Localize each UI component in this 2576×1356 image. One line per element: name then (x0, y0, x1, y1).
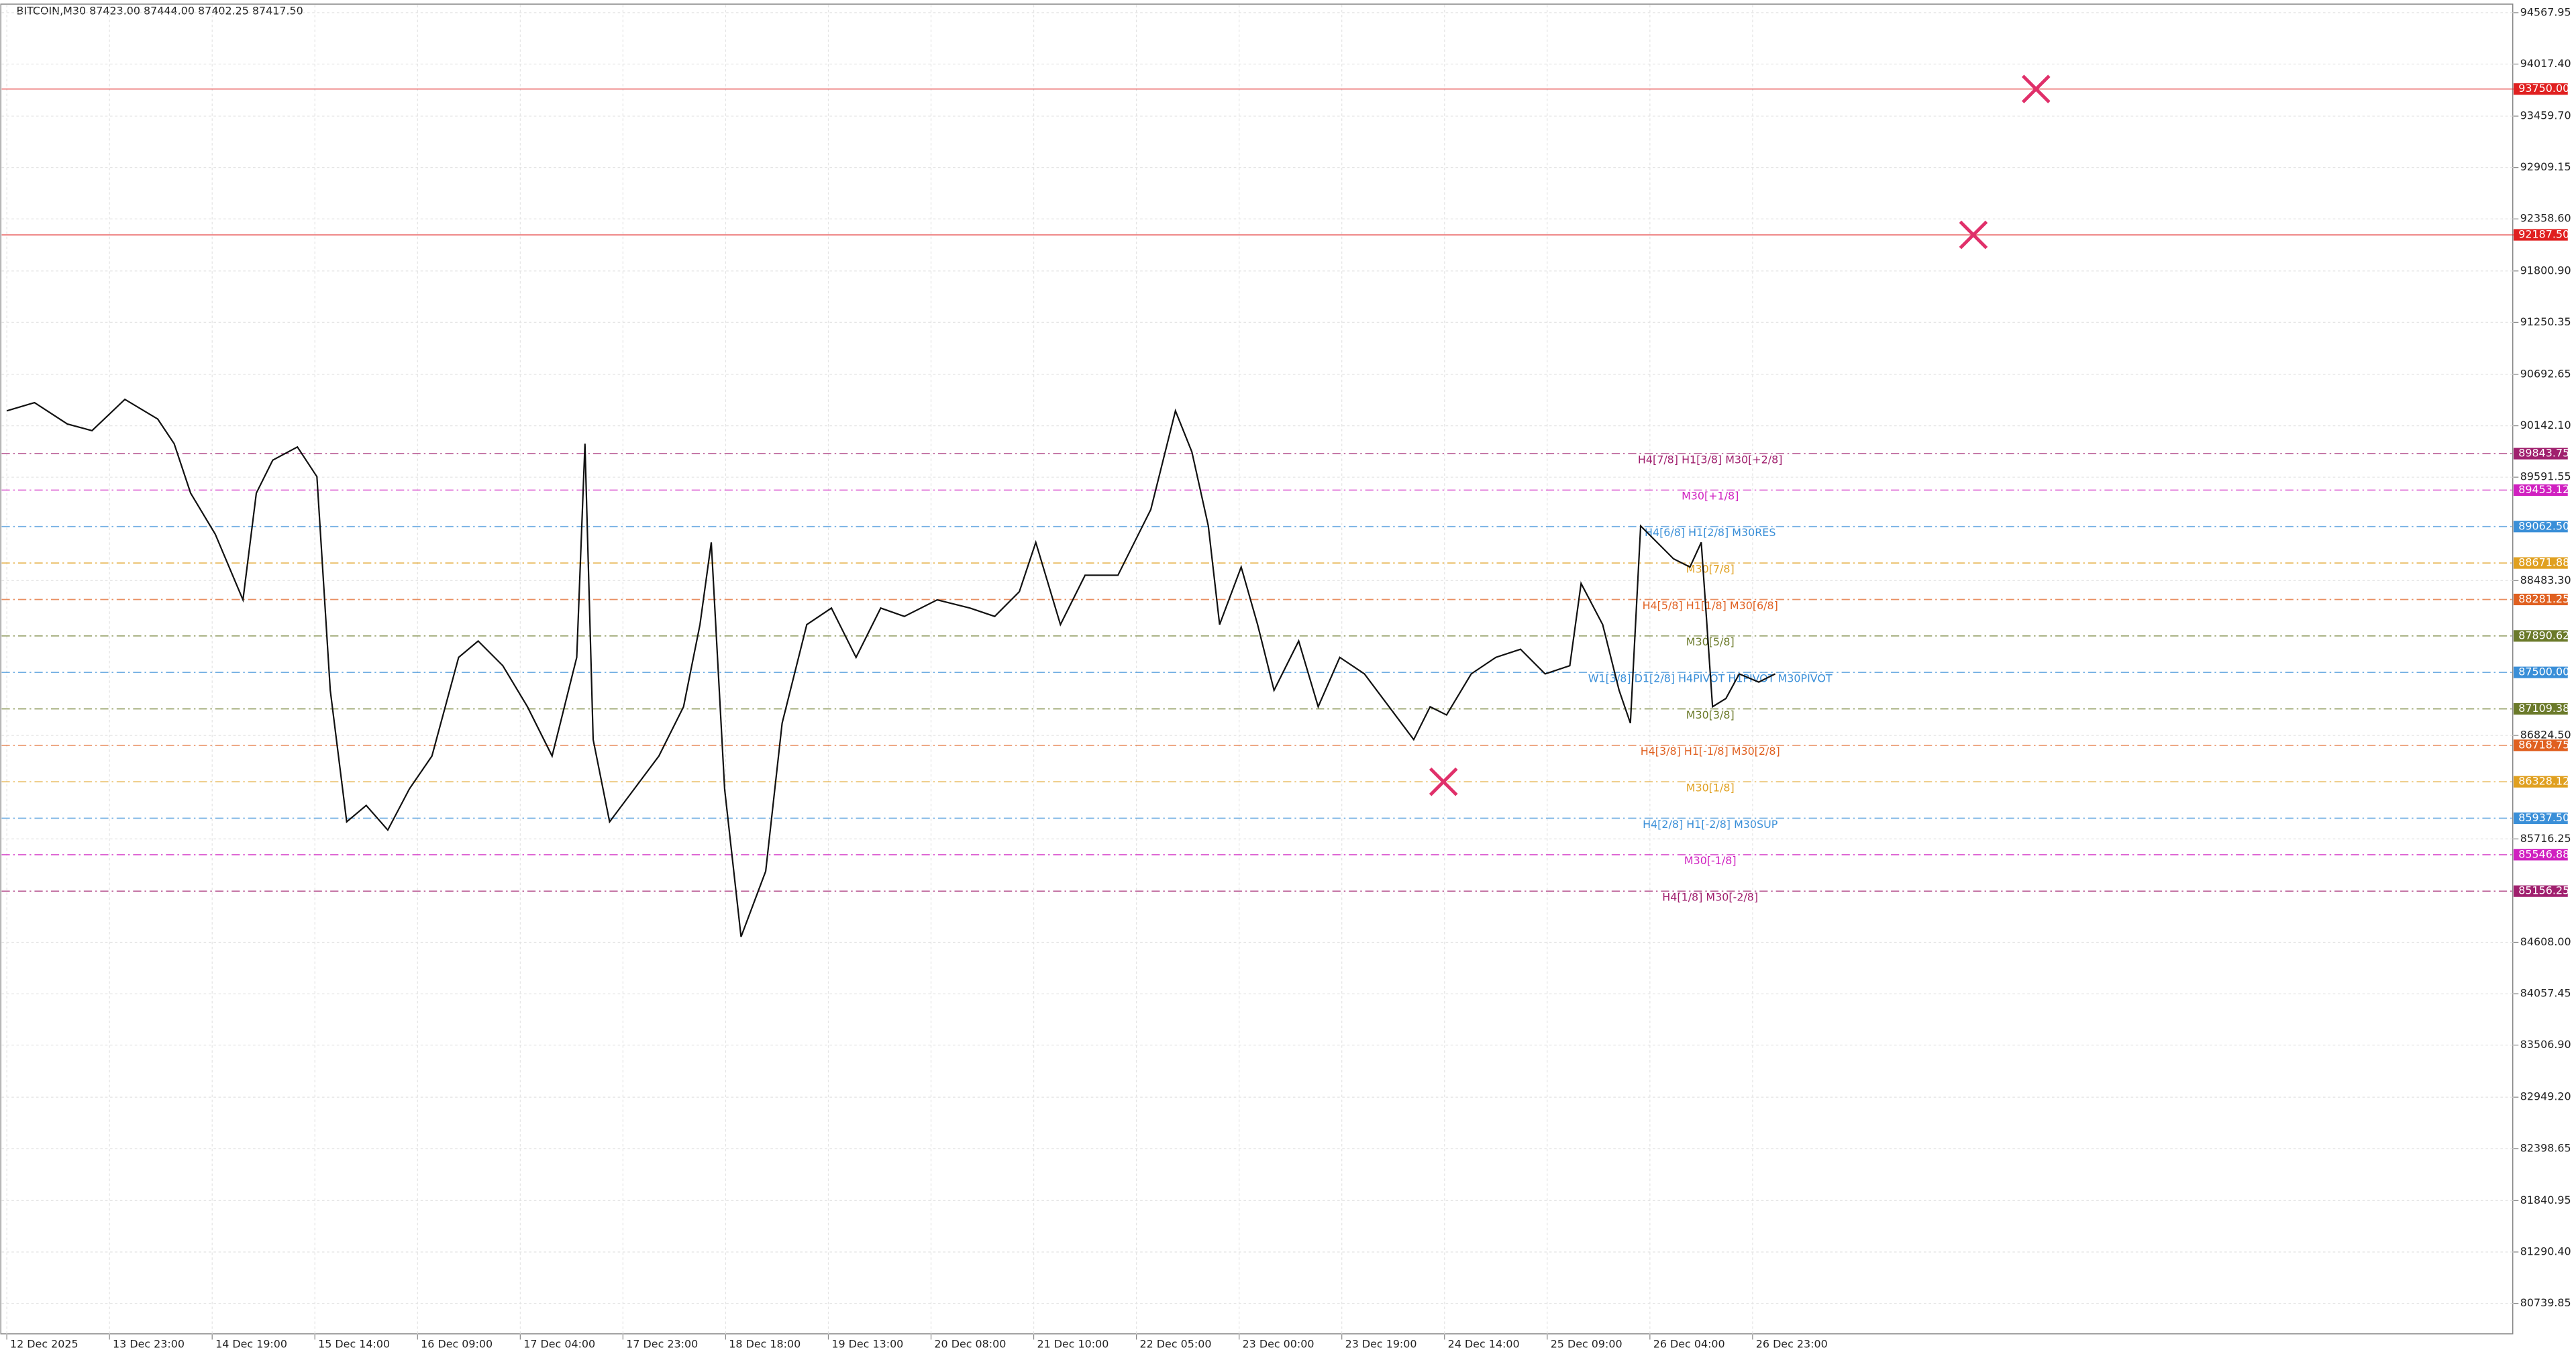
x-tick-label: 26 Dec 23:00 (1756, 1337, 1828, 1350)
level-price-label: 87109.38 (2518, 702, 2569, 715)
x-tick-label: 14 Dec 19:00 (215, 1337, 287, 1350)
y-tick-label: 90692.65 (2520, 368, 2571, 380)
level-price-box (2513, 229, 2568, 241)
y-tick-label: 83506.90 (2520, 1038, 2571, 1051)
x-tick-label: 25 Dec 09:00 (1551, 1337, 1622, 1350)
y-tick-label: 84057.45 (2520, 987, 2571, 1000)
level-price-label: 88281.25 (2518, 592, 2569, 605)
level-price-box (2513, 849, 2568, 861)
x-tick-label: 13 Dec 23:00 (113, 1337, 185, 1350)
y-tick-label: 80739.85 (2520, 1296, 2571, 1309)
level-price-label: 89062.50 (2518, 519, 2569, 532)
x-tick-label: 16 Dec 09:00 (421, 1337, 493, 1350)
y-tick-label: 92909.15 (2520, 160, 2571, 173)
level-price-box (2513, 702, 2568, 715)
level-price-label: 89843.75 (2518, 447, 2569, 460)
level-price-box (2513, 739, 2568, 751)
y-tick-label: 88483.30 (2520, 574, 2571, 586)
level-price-label: 86718.75 (2518, 738, 2569, 751)
level-price-label: 88671.88 (2518, 556, 2569, 569)
y-tick-label: 91800.90 (2520, 264, 2571, 276)
level-price-label: 85546.88 (2518, 847, 2569, 860)
y-tick-label: 85716.25 (2520, 832, 2571, 845)
y-tick-label: 82398.65 (2520, 1141, 2571, 1154)
level-price-label: 93750.00 (2518, 82, 2569, 95)
level-price-box (2513, 776, 2568, 788)
level-price-label: 87500.00 (2518, 666, 2569, 678)
level-price-box (2513, 885, 2568, 897)
y-tick-label: 91250.35 (2520, 315, 2571, 328)
y-tick-label: 90142.10 (2520, 419, 2571, 431)
y-tick-label: 89591.55 (2520, 470, 2571, 483)
level-name: M30[-1/8] (1684, 854, 1737, 867)
level-price-box (2513, 630, 2568, 642)
level-price-box (2513, 593, 2568, 606)
level-price-box (2513, 521, 2568, 533)
level-name: H4[1/8] M30[-2/8] (1662, 890, 1758, 903)
price-line (6, 398, 1776, 937)
chart-title: BITCOIN,M30 87423.00 87444.00 87402.25 8… (16, 5, 303, 17)
level-name: H4[7/8] H1[3/8] M30[+2/8] (1638, 453, 1783, 466)
x-tick-label: 23 Dec 19:00 (1345, 1337, 1417, 1350)
y-tick-label: 84608.00 (2520, 935, 2571, 948)
x-tick-label: 26 Dec 04:00 (1653, 1337, 1725, 1350)
x-tick-label: 18 Dec 18:00 (729, 1337, 801, 1350)
x-tick-label: 20 Dec 08:00 (934, 1337, 1006, 1350)
x-tick-label: 15 Dec 14:00 (318, 1337, 390, 1350)
level-name: M30[1/8] (1686, 781, 1735, 794)
level-price-box (2513, 812, 2568, 825)
level-name: M30[5/8] (1686, 635, 1735, 648)
level-price-box (2513, 666, 2568, 678)
level-price-box (2513, 484, 2568, 497)
y-tick-label: 94017.40 (2520, 57, 2571, 70)
cross-marker (1429, 767, 1458, 796)
level-price-label: 86328.12 (2518, 775, 2569, 788)
y-tick-label: 92358.60 (2520, 212, 2571, 225)
level-name: H4[5/8] H1[1/8] M30[6/8] (1643, 599, 1778, 612)
level-name: H4[2/8] H1[-2/8] M30SUP (1643, 818, 1778, 831)
level-name: M30[3/8] (1686, 709, 1735, 721)
x-tick-label: 23 Dec 00:00 (1243, 1337, 1315, 1350)
level-price-label: 89453.12 (2518, 483, 2569, 496)
level-name: H4[3/8] H1[-1/8] M30[2/8] (1641, 745, 1780, 758)
level-name: H4[6/8] H1[2/8] M30RES (1645, 526, 1775, 539)
x-tick-label: 21 Dec 10:00 (1037, 1337, 1109, 1350)
cross-marker (2021, 74, 2051, 104)
x-tick-label: 24 Dec 14:00 (1448, 1337, 1520, 1350)
x-tick-label: 12 Dec 2025 (10, 1337, 79, 1350)
y-tick-label: 81840.95 (2520, 1194, 2571, 1206)
level-price-label: 85156.25 (2518, 884, 2569, 897)
level-name: M30[7/8] (1686, 562, 1735, 575)
x-tick-label: 19 Dec 13:00 (831, 1337, 903, 1350)
y-tick-label: 81290.40 (2520, 1245, 2571, 1257)
y-tick-label: 86824.50 (2520, 729, 2571, 741)
cross-marker (1959, 220, 1988, 250)
level-price-label: 87890.62 (2518, 629, 2569, 641)
level-price-box (2513, 557, 2568, 569)
level-price-label: 85937.50 (2518, 811, 2569, 824)
level-price-box (2513, 83, 2568, 95)
y-tick-label: 82949.20 (2520, 1090, 2571, 1103)
level-price-box (2513, 448, 2568, 460)
x-tick-label: 17 Dec 04:00 (523, 1337, 595, 1350)
x-tick-label: 22 Dec 05:00 (1140, 1337, 1212, 1350)
level-name: M30[+1/8] (1682, 490, 1739, 503)
y-tick-label: 94567.95 (2520, 5, 2571, 18)
x-tick-label: 17 Dec 23:00 (626, 1337, 698, 1350)
level-price-label: 92187.50 (2518, 228, 2569, 241)
y-tick-label: 93459.70 (2520, 109, 2571, 122)
plot-frame (0, 3, 2514, 1335)
